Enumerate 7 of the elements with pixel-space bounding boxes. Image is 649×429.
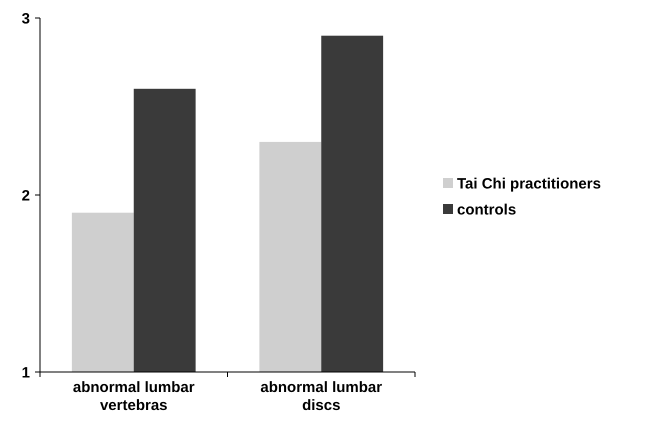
- legend-label: controls: [457, 201, 516, 218]
- y-tick-label: 1: [22, 364, 30, 382]
- x-tick-label: abnormal lumbar vertebras: [72, 379, 195, 414]
- y-tick-label: 2: [22, 187, 30, 204]
- x-tick-label: abnormal lumbar discs: [260, 379, 382, 414]
- legend-label: Tai Chi practitioners: [457, 175, 601, 192]
- y-tick-label: 3: [22, 10, 30, 28]
